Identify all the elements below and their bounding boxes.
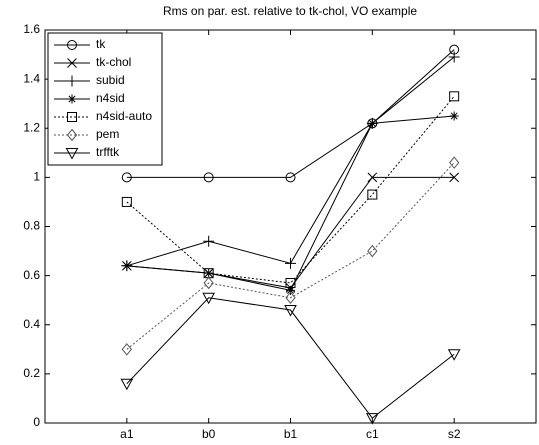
chart-title: Rms on par. est. relative to tk-chol, VO… bbox=[163, 4, 417, 18]
marker bbox=[284, 305, 297, 317]
series-line bbox=[126, 49, 455, 178]
y-tick-label: 1.2 bbox=[23, 120, 40, 134]
x-tick-label: a1 bbox=[120, 427, 134, 441]
marker bbox=[286, 285, 295, 295]
y-tick-label: 0.6 bbox=[23, 268, 40, 282]
legend-label: n4sid bbox=[96, 91, 125, 105]
marker bbox=[448, 51, 460, 63]
series-line bbox=[126, 95, 455, 284]
legend-label: subid bbox=[96, 73, 125, 87]
marker bbox=[285, 172, 296, 183]
marker bbox=[449, 91, 460, 102]
marker bbox=[202, 292, 216, 305]
x-tick-label: s2 bbox=[448, 427, 461, 441]
legend-label: tk bbox=[96, 37, 106, 51]
marker bbox=[285, 277, 296, 288]
x-tick-label: b0 bbox=[202, 427, 216, 441]
legend-marker bbox=[65, 148, 79, 160]
marker bbox=[449, 172, 460, 183]
marker bbox=[367, 118, 377, 128]
marker bbox=[365, 413, 379, 425]
marker bbox=[367, 189, 378, 200]
marker bbox=[367, 172, 378, 183]
marker bbox=[203, 235, 215, 247]
legend-marker bbox=[67, 58, 77, 68]
y-tick-label: 1.4 bbox=[23, 71, 40, 85]
marker bbox=[203, 172, 214, 183]
legend-marker bbox=[67, 94, 77, 104]
legend-label: tk-chol bbox=[96, 55, 131, 69]
marker bbox=[122, 261, 132, 271]
marker bbox=[203, 276, 214, 290]
marker bbox=[449, 156, 460, 169]
x-tick-label: b1 bbox=[284, 427, 298, 441]
marker bbox=[121, 172, 132, 183]
legend-marker bbox=[67, 112, 77, 122]
y-tick-label: 0.2 bbox=[23, 366, 40, 380]
marker bbox=[121, 196, 132, 207]
marker bbox=[121, 343, 132, 356]
series-line bbox=[126, 162, 455, 350]
y-tick-label: 0.4 bbox=[23, 317, 40, 331]
y-tick-label: 0.8 bbox=[23, 219, 40, 233]
legend-label: pem bbox=[96, 127, 119, 141]
legend-label: n4sid-auto bbox=[96, 109, 152, 123]
legend-marker bbox=[66, 75, 78, 87]
y-tick-label: 0 bbox=[33, 415, 40, 429]
legend-label: trfftk bbox=[96, 145, 120, 159]
y-tick-label: 1.6 bbox=[23, 22, 40, 36]
marker bbox=[449, 111, 459, 121]
x-tick-label: c1 bbox=[366, 427, 379, 441]
y-tick-label: 1 bbox=[33, 170, 40, 184]
marker bbox=[285, 257, 296, 269]
series-line bbox=[126, 56, 455, 267]
marker bbox=[447, 349, 461, 361]
marker bbox=[285, 291, 296, 305]
marker bbox=[120, 378, 134, 391]
legend-marker bbox=[66, 128, 78, 142]
marker bbox=[367, 244, 378, 258]
legend-marker bbox=[67, 40, 77, 50]
series-line bbox=[126, 297, 455, 419]
series-line bbox=[126, 176, 455, 289]
